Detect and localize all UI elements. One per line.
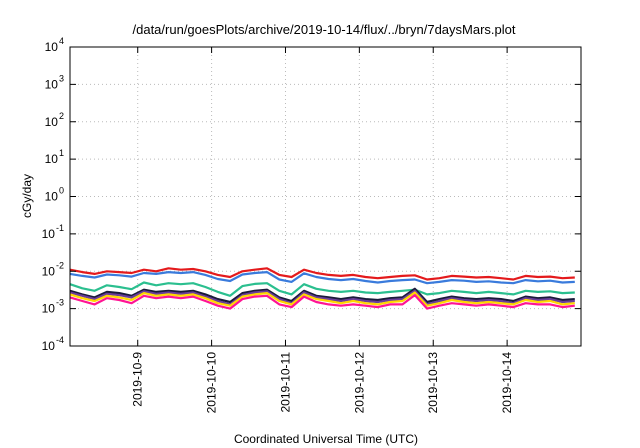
y-tick-label: 010	[45, 186, 64, 204]
y-tick-label: 210	[45, 111, 64, 129]
chart-title: /data/run/goesPlots/archive/2019-10-14/f…	[133, 22, 516, 37]
y-tick-exponent: -4	[56, 335, 64, 345]
y-tick-exponent: 0	[59, 186, 64, 196]
y-tick-base: 10	[45, 115, 59, 129]
series-line-3	[69, 281, 575, 297]
y-tick-exponent: -3	[56, 298, 64, 308]
y-tick-base: 10	[42, 264, 56, 278]
x-axis: 2019-10-9 2019-10-10 2019-10-11 2019-10-12 2…	[131, 47, 514, 413]
y-tick-label: -210	[42, 260, 64, 278]
y-tick-base: 10	[45, 190, 59, 204]
y-tick-base: 10	[42, 302, 56, 316]
series-line-5	[69, 289, 575, 306]
x-tick-label: 2019-10-13	[426, 352, 440, 414]
y-tick-base: 10	[45, 152, 59, 166]
y-tick-label: 410	[45, 36, 64, 54]
x-tick-label: 2019-10-14	[500, 352, 514, 414]
y-tick-label: -310	[42, 298, 64, 316]
y-tick-exponent: -2	[56, 260, 64, 270]
y-tick-exponent: 3	[59, 73, 64, 83]
series-line-7	[69, 294, 575, 310]
series-line-4	[69, 287, 575, 304]
y-tick-label: -410	[42, 335, 64, 353]
y-tick-base: 10	[42, 227, 56, 241]
y-tick-base: 10	[42, 339, 56, 353]
series-line-2	[69, 271, 575, 285]
y-tick-base: 10	[45, 77, 59, 91]
y-tick-base: 10	[45, 40, 59, 54]
y-tick-label: 310	[45, 73, 64, 91]
x-tick-label: 2019-10-11	[278, 352, 292, 413]
series-line-1	[69, 267, 575, 281]
y-tick-exponent: 4	[59, 36, 64, 46]
series-line-6	[69, 291, 575, 307]
y-tick-exponent: 1	[59, 148, 64, 158]
y-tick-exponent: 2	[59, 111, 64, 121]
series-group	[69, 267, 575, 310]
y-tick-label: -110	[42, 223, 64, 241]
x-tick-label: 2019-10-10	[205, 352, 219, 414]
x-tick-label: 2019-10-12	[352, 352, 366, 414]
x-tick-label: 2019-10-9	[131, 352, 145, 407]
x-axis-label: Coordinated Universal Time (UTC)	[234, 432, 418, 446]
y-axis-label: cGy/day	[20, 174, 34, 218]
y-tick-label: 110	[45, 148, 64, 166]
y-tick-exponent: -1	[56, 223, 64, 233]
